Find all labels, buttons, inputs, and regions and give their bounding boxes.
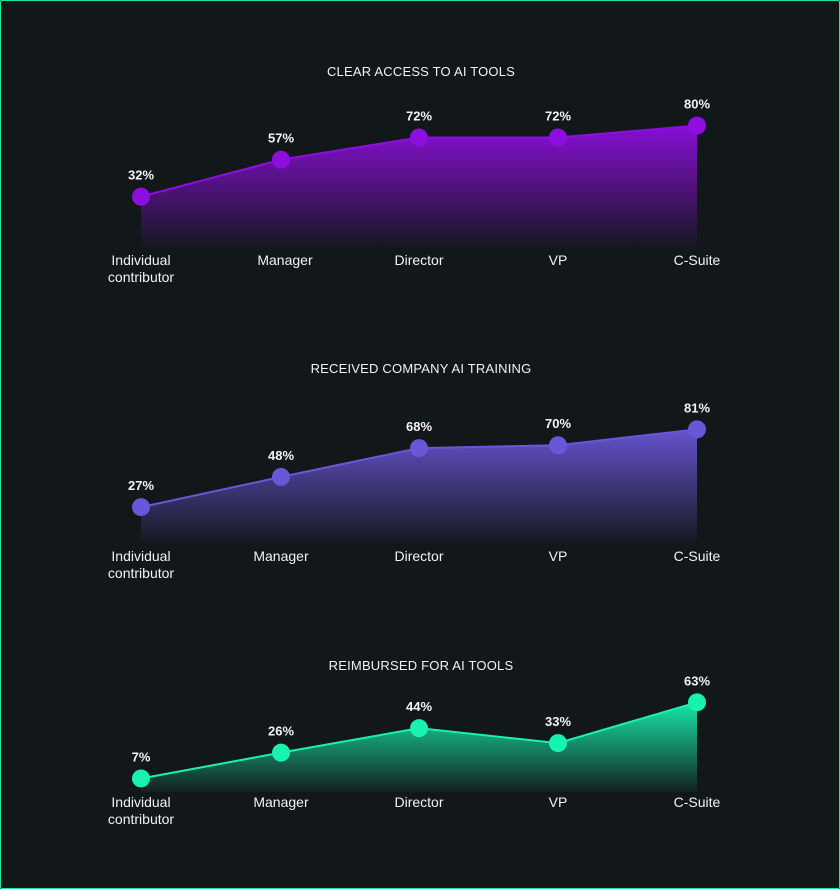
data-label: 27% [128,478,154,493]
data-point [272,743,290,762]
category-label: Director [394,548,443,564]
data-point [410,128,428,147]
category-label: Manager [257,252,313,268]
area-chart-2: RECEIVED COMPANY AI TRAINING 27% Individua… [108,361,721,581]
area-chart-3: REIMBURSED FOR AI TOOLS 7% Individualcontr… [108,658,721,827]
data-point [272,467,290,486]
category-label: Individual [111,252,170,268]
data-point [272,150,290,169]
data-point [132,498,150,517]
category-label: VP [549,794,568,810]
category-label: VP [549,252,568,268]
category-label: contributor [108,269,174,285]
data-point [549,436,567,455]
data-point [410,719,428,738]
category-label: contributor [108,565,174,581]
chart-title: REIMBURSED FOR AI TOOLS [329,658,514,673]
data-label: 70% [545,416,571,431]
area-chart-1: CLEAR ACCESS TO AI TOOLS 32% Individualcon… [108,64,721,285]
data-label: 48% [268,448,294,463]
data-label: 26% [268,724,294,739]
category-label: C-Suite [674,252,721,268]
data-label: 44% [406,699,432,714]
category-label: VP [549,548,568,564]
category-label: Individual [111,548,170,564]
data-point [688,420,706,439]
category-label: Manager [253,794,309,810]
category-label: contributor [108,811,174,827]
data-point [688,116,706,135]
data-label: 72% [545,108,571,123]
category-label: Individual [111,794,170,810]
data-point [549,734,567,753]
data-label: 7% [132,749,151,764]
area-fill [141,702,697,792]
chart-title: CLEAR ACCESS TO AI TOOLS [327,64,515,79]
data-label: 33% [545,714,571,729]
data-label: 68% [406,419,432,434]
area-fill [141,125,697,247]
data-point [688,693,706,712]
data-label: 72% [406,108,432,123]
data-point [410,439,428,458]
chart-title: RECEIVED COMPANY AI TRAINING [311,361,532,376]
category-label: Manager [253,548,309,564]
category-label: Director [394,252,443,268]
area-fill [141,429,697,542]
data-point [132,187,150,206]
data-point [132,769,150,788]
data-label: 63% [684,673,710,688]
data-label: 81% [684,400,710,415]
data-label: 80% [684,97,710,112]
category-label: Director [394,794,443,810]
category-label: C-Suite [674,794,721,810]
data-label: 57% [268,131,294,146]
data-point [549,128,567,147]
data-label: 32% [128,168,154,183]
category-label: C-Suite [674,548,721,564]
